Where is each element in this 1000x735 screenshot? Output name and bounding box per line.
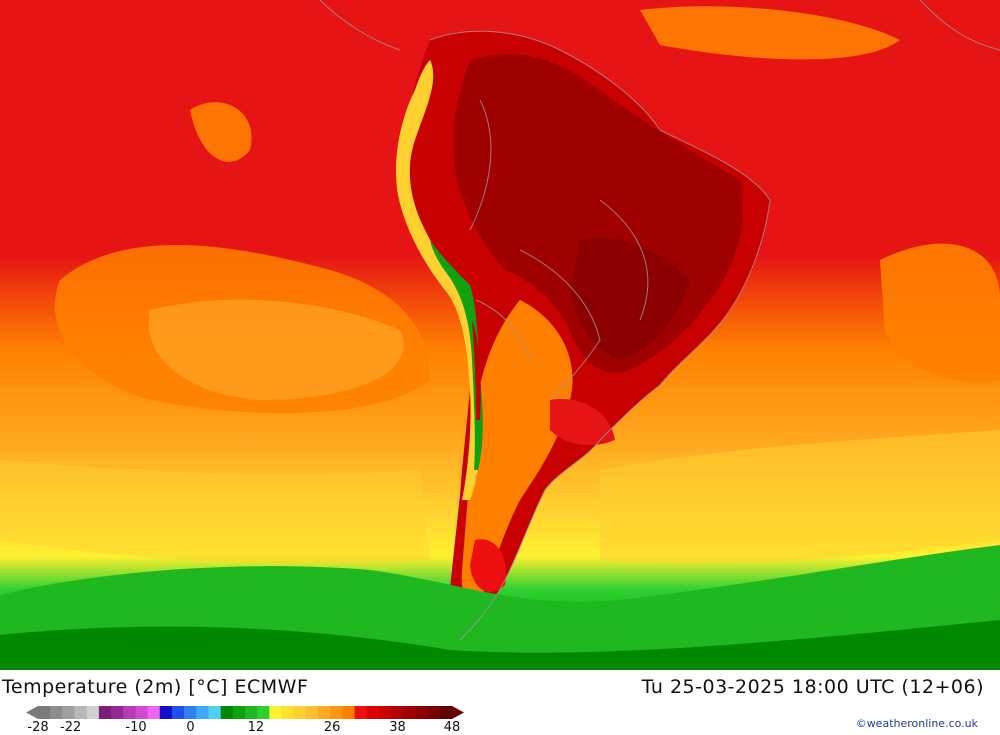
uruguay-red xyxy=(550,399,615,446)
scale-swatch xyxy=(196,706,209,719)
scale-right-arrow xyxy=(452,706,464,719)
scale-swatch xyxy=(378,706,392,719)
scale-swatch xyxy=(281,706,295,719)
credit-link[interactable]: ©weatheronline.co.uk xyxy=(855,717,978,730)
scale-tick-label: -28 xyxy=(27,720,49,735)
scale-tick-label: 48 xyxy=(443,720,461,735)
map-title: Temperature (2m) [°C] ECMWF xyxy=(2,676,309,698)
color-scale-bar xyxy=(26,706,464,719)
scale-swatch xyxy=(147,706,161,719)
chile-red-strip xyxy=(472,320,481,420)
scale-swatch xyxy=(342,706,356,719)
scale-swatch xyxy=(330,706,343,719)
scale-swatch xyxy=(38,706,51,719)
scale-swatch xyxy=(98,706,112,719)
andes-yellow xyxy=(395,60,481,500)
scale-swatch xyxy=(391,706,404,719)
scale-tick-label: 38 xyxy=(389,720,406,735)
scale-swatch xyxy=(269,706,283,719)
scale-tick-label: 26 xyxy=(323,720,341,735)
forecast-datetime: Tu 25-03-2025 18:00 UTC (12+06) xyxy=(641,676,984,698)
pacific-yellow-band xyxy=(0,460,430,564)
scale-swatch xyxy=(74,706,88,719)
scale-tick-label: 12 xyxy=(247,720,265,735)
scale-left-arrow xyxy=(26,706,38,719)
brazil-core xyxy=(570,237,690,360)
scale-swatch xyxy=(220,706,234,719)
scale-swatch xyxy=(305,706,319,719)
patagonia-red xyxy=(470,539,506,593)
scale-swatch xyxy=(123,706,136,719)
scale-swatch xyxy=(318,706,331,719)
southern-cone-orange xyxy=(461,300,573,601)
temperature-map xyxy=(0,0,1000,670)
scale-swatch xyxy=(232,706,246,719)
scale-swatch xyxy=(403,706,416,719)
pacific-north-orange xyxy=(190,102,252,162)
scale-swatch xyxy=(50,706,63,719)
scale-swatch xyxy=(171,706,185,719)
southern-dark-green xyxy=(0,620,1000,670)
scale-swatch xyxy=(366,706,380,719)
pacific-light-orange xyxy=(148,299,404,400)
scale-tick-label: -22 xyxy=(60,720,82,735)
scale-swatch xyxy=(111,706,124,719)
scale-tick-label: 0 xyxy=(186,720,195,735)
scale-swatch xyxy=(159,706,173,719)
scale-swatch xyxy=(257,706,270,719)
scale-swatch xyxy=(415,706,429,719)
scale-swatch xyxy=(208,706,222,719)
scale-swatch xyxy=(293,706,307,719)
scale-swatch xyxy=(439,706,453,719)
atlantic-yellow-band xyxy=(600,430,1000,564)
atlantic-south-orange xyxy=(880,243,1000,383)
scale-swatch xyxy=(86,706,100,719)
footer: Temperature (2m) [°C] ECMWF Tu 25-03-202… xyxy=(0,670,1000,735)
scale-swatch xyxy=(427,706,441,719)
scale-tick-label: -10 xyxy=(125,720,147,735)
atlantic-north-orange xyxy=(640,6,900,60)
andes-green xyxy=(430,240,483,470)
country-borders xyxy=(319,0,1000,641)
scale-swatch xyxy=(354,706,368,719)
scale-swatch xyxy=(135,706,149,719)
scale-swatch xyxy=(245,706,258,719)
scale-swatch xyxy=(62,706,76,719)
scale-swatch xyxy=(184,706,197,719)
